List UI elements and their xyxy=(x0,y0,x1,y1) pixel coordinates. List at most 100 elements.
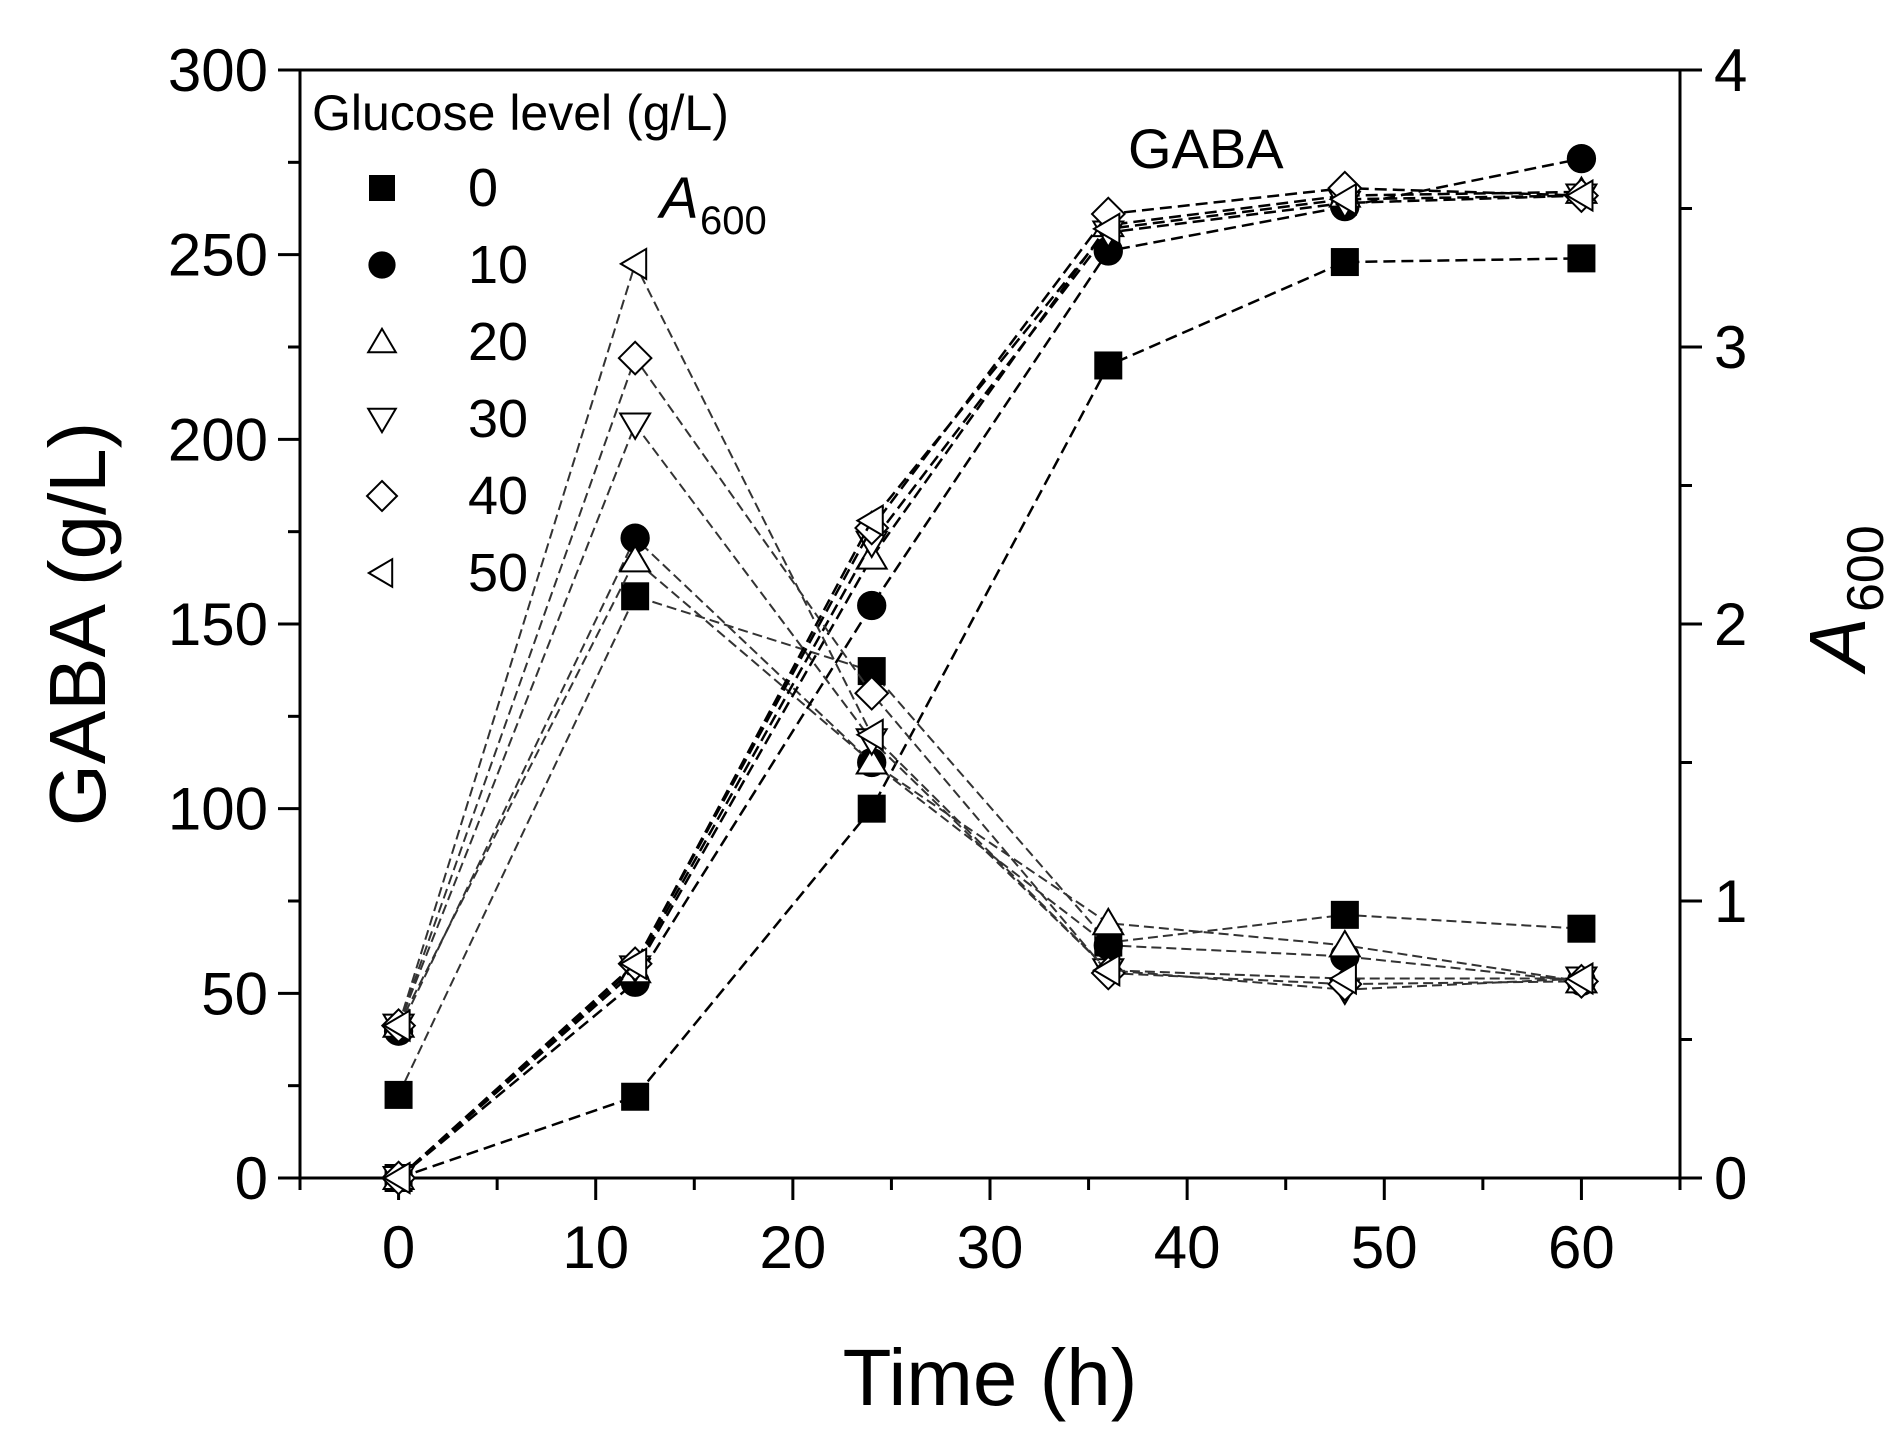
a600-line-40 xyxy=(397,355,1582,1026)
legend-marker-40 xyxy=(365,479,399,513)
gaba-point-50 xyxy=(1565,178,1594,213)
svg-text:A: A xyxy=(1793,617,1882,674)
a600-point-40 xyxy=(854,675,890,711)
series-layer xyxy=(380,143,1600,1196)
gaba-point-0 xyxy=(621,1082,650,1111)
a600-line-0 xyxy=(397,595,1582,1096)
x-tick-label: 50 xyxy=(1351,1214,1418,1281)
gaba-point-10 xyxy=(1566,143,1597,174)
a600-point-50 xyxy=(382,1008,411,1043)
series-10 xyxy=(383,143,1597,1193)
legend-marker-10 xyxy=(368,251,396,279)
a600-point-20 xyxy=(1091,906,1125,936)
gaba-point-0 xyxy=(857,794,886,823)
gaba-line-10 xyxy=(397,157,1582,1179)
gaba-point-10 xyxy=(857,590,887,621)
y2-tick-label: 1 xyxy=(1714,868,1747,935)
legend-item: 30 xyxy=(366,389,528,449)
a600-annotation: A 600 xyxy=(657,166,767,243)
legend-label: 20 xyxy=(468,312,528,372)
legend-item: 20 xyxy=(366,312,528,372)
legend-marker-0 xyxy=(369,175,395,201)
y-tick-label: 300 xyxy=(168,37,268,104)
a600-line-30 xyxy=(397,422,1582,1027)
legend-title: Glucose level (g/L) xyxy=(312,85,729,141)
gaba-point-0 xyxy=(1567,244,1596,273)
legend-item: 40 xyxy=(365,466,528,526)
gaba-point-50 xyxy=(855,503,884,538)
svg-text:600: 600 xyxy=(1837,525,1893,612)
a600-point-10 xyxy=(1093,930,1123,960)
gaba-point-50 xyxy=(382,1161,411,1195)
a600-point-0 xyxy=(384,1080,413,1109)
gaba-point-0 xyxy=(1094,351,1123,380)
gaba-annotation: GABA xyxy=(1128,117,1284,180)
legend-item: 0 xyxy=(369,158,498,218)
gaba-line-40 xyxy=(397,186,1582,1179)
a600-point-50 xyxy=(855,718,884,752)
legend-label: 10 xyxy=(468,235,528,295)
a600-point-0 xyxy=(1567,914,1596,943)
y-tick-label: 150 xyxy=(168,591,268,658)
legend: Glucose level (g/L) 0 10 20 30 40 50 xyxy=(312,85,729,603)
svg-text:600: 600 xyxy=(700,199,767,243)
y2-tick-label: 4 xyxy=(1714,37,1747,104)
x-tick-label: 0 xyxy=(382,1214,415,1281)
y-tick-label: 100 xyxy=(168,776,268,843)
x-tick-label: 40 xyxy=(1154,1214,1221,1281)
legend-marker-30 xyxy=(366,407,398,435)
series-50 xyxy=(382,178,1594,1195)
a600-point-50 xyxy=(618,247,648,281)
a600-point-20 xyxy=(855,746,889,775)
series-20 xyxy=(381,175,1599,1191)
y2-axis-title: A 600 xyxy=(1793,525,1893,674)
y2-axis-ticks: 0 1 2 3 4 xyxy=(1680,37,1747,1212)
a600-point-30 xyxy=(618,412,652,441)
y-axis-title: GABA (g/L) xyxy=(33,422,122,827)
x-tick-label: 10 xyxy=(562,1214,629,1281)
x-tick-label: 20 xyxy=(759,1214,826,1281)
a600-point-20 xyxy=(618,544,652,573)
gaba-point-50 xyxy=(618,947,648,981)
gaba-point-50 xyxy=(1328,182,1357,216)
legend-label: 30 xyxy=(468,389,528,449)
y2-tick-label: 3 xyxy=(1714,314,1747,381)
gaba-point-50 xyxy=(1092,212,1121,246)
y-tick-label: 0 xyxy=(235,1145,268,1212)
y-tick-label: 50 xyxy=(201,960,268,1027)
series-40 xyxy=(380,170,1600,1196)
a600-line-50 xyxy=(397,261,1582,1026)
legend-label: 50 xyxy=(468,543,528,603)
a600-point-50 xyxy=(1328,961,1357,996)
y-tick-label: 250 xyxy=(168,222,268,289)
gaba-line-20 xyxy=(397,190,1582,1179)
x-tick-label: 30 xyxy=(957,1214,1024,1281)
legend-label: 0 xyxy=(468,158,498,218)
svg-text:A: A xyxy=(657,166,699,231)
a600-line-20 xyxy=(397,558,1582,1027)
x-axis-title: Time (h) xyxy=(843,1333,1138,1422)
y-axis-ticks: 0 50 100 150 200 250 300 xyxy=(168,37,300,1212)
legend-marker-20 xyxy=(366,326,398,354)
y2-tick-label: 2 xyxy=(1714,591,1747,658)
legend-item: 50 xyxy=(366,543,528,603)
gaba-line-30 xyxy=(397,194,1582,1179)
x-tick-label: 60 xyxy=(1548,1214,1615,1281)
x-axis-ticks: 0 10 20 30 40 50 60 xyxy=(298,1178,1682,1281)
a600-point-50 xyxy=(1092,953,1121,987)
gaba-line-0 xyxy=(398,257,1582,1180)
a600-line-10 xyxy=(397,536,1582,1032)
a600-point-50 xyxy=(1565,961,1594,996)
legend-marker-50 xyxy=(366,557,394,589)
legend-item: 10 xyxy=(368,235,528,295)
a600-point-20 xyxy=(1328,929,1362,958)
a600-point-40 xyxy=(617,340,653,376)
a600-point-0 xyxy=(1330,900,1359,929)
gaba-line-50 xyxy=(397,194,1582,1179)
series-30 xyxy=(381,183,1599,1195)
a600-point-0 xyxy=(621,582,650,611)
y-tick-label: 200 xyxy=(168,406,268,473)
y2-tick-label: 0 xyxy=(1714,1145,1747,1212)
gaba-point-0 xyxy=(1330,248,1359,277)
